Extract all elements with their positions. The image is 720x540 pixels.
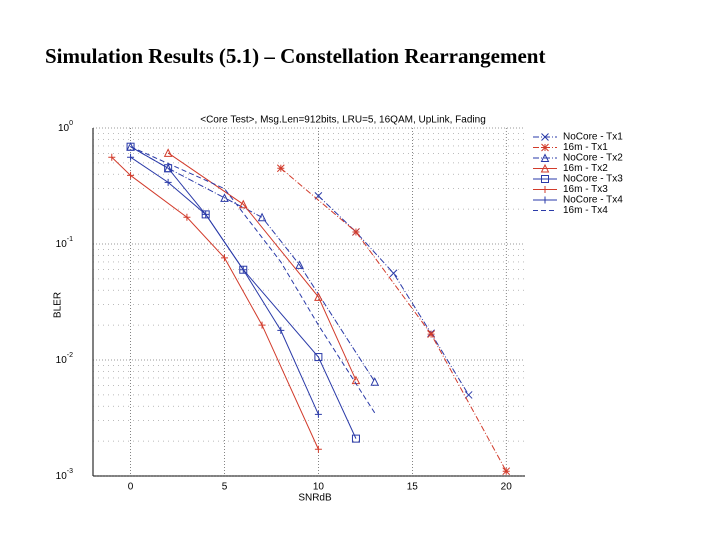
series-line — [130, 146, 376, 414]
marker — [541, 186, 549, 193]
marker — [164, 164, 173, 173]
y-tick-exponent: -2 — [67, 352, 73, 359]
y-tick-base: 10 — [56, 239, 68, 250]
x-tick-label: 20 — [501, 482, 513, 493]
marker — [239, 266, 247, 274]
legend-label: 16m - Tx2 — [563, 163, 608, 174]
marker — [127, 171, 135, 179]
y-tick-label: 10-3 — [56, 468, 73, 482]
y-tick-label: 100 — [58, 120, 73, 134]
y-tick-base: 10 — [56, 471, 68, 482]
marker — [295, 260, 304, 269]
x-tick-label: 0 — [128, 482, 134, 493]
series-line — [280, 167, 507, 472]
marker — [314, 410, 322, 418]
marker — [502, 467, 511, 476]
marker — [314, 353, 323, 362]
y-tick-exponent: 0 — [69, 120, 73, 127]
marker — [163, 148, 173, 157]
y-tick-base: 10 — [56, 355, 68, 366]
slide-title: Simulation Results (5.1) – Constellation… — [45, 44, 546, 68]
marker — [540, 163, 550, 173]
marker — [126, 142, 135, 151]
marker — [238, 199, 248, 209]
marker — [541, 133, 549, 141]
marker — [370, 377, 380, 386]
series-line — [111, 156, 319, 450]
marker — [127, 153, 135, 161]
marker — [183, 213, 191, 221]
legend-label: 16m - Tx4 — [563, 205, 608, 216]
series-line — [167, 152, 357, 381]
marker — [389, 269, 398, 278]
y-tick-base: 10 — [58, 123, 70, 134]
legend-label: 16m - Tx3 — [563, 184, 608, 195]
marker — [220, 193, 229, 202]
y-tick-label: 10-2 — [56, 352, 73, 366]
marker — [314, 292, 323, 301]
x-tick-label: 10 — [313, 482, 325, 493]
marker — [314, 445, 322, 453]
marker — [464, 391, 473, 399]
x-tick-label: 15 — [407, 482, 419, 493]
y-tick-exponent: -3 — [67, 468, 73, 475]
marker — [541, 175, 549, 183]
series-line — [318, 195, 470, 396]
series-line — [130, 156, 319, 415]
marker — [540, 153, 550, 162]
legend-label: NoCore - Tx4 — [563, 195, 623, 206]
marker — [220, 254, 228, 262]
y-axis-label: BLER — [53, 292, 64, 318]
chart-title: <Core Test>, Msg.Len=912bits, LRU=5, 16Q… — [200, 115, 486, 126]
legend-label: NoCore - Tx1 — [563, 132, 623, 143]
marker — [427, 330, 435, 339]
marker — [258, 321, 266, 329]
marker — [164, 178, 172, 186]
marker — [257, 212, 267, 222]
marker — [541, 196, 549, 204]
marker — [352, 228, 360, 236]
y-tick-exponent: -1 — [67, 236, 73, 243]
marker — [202, 210, 210, 218]
marker — [108, 153, 116, 161]
legend-label: NoCore - Tx3 — [563, 174, 623, 185]
x-tick-label: 5 — [222, 482, 228, 493]
legend-label: 16m - Tx1 — [563, 142, 608, 153]
marker — [276, 164, 285, 173]
marker — [351, 434, 360, 443]
y-tick-label: 10-1 — [56, 236, 73, 250]
x-axis-label: SNRdB — [298, 493, 332, 504]
marker — [277, 326, 285, 334]
marker — [541, 143, 549, 152]
legend-label: NoCore - Tx2 — [563, 153, 623, 164]
